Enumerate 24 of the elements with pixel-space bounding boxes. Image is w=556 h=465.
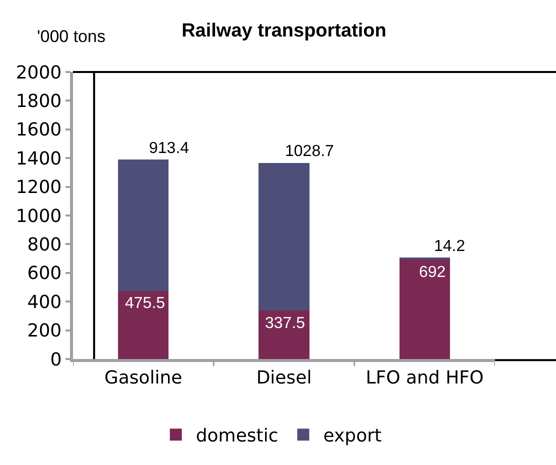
data-label: 475.5: [125, 295, 166, 312]
y-tick-label: 0: [50, 349, 62, 370]
data-label: 913.4: [149, 140, 190, 157]
x-tick-label: Diesel: [256, 367, 312, 388]
legend-label: export: [323, 426, 382, 447]
chart-title: Railway transportation: [182, 20, 386, 42]
y-tick-label: 1200: [16, 177, 62, 198]
y-tick-label: 800: [27, 234, 62, 256]
y-tick-label: 1800: [16, 91, 62, 112]
y-tick-label: 2000: [16, 62, 62, 84]
x-tick-label: LFO and HFO: [366, 367, 484, 388]
y-tick-label: 1400: [16, 148, 62, 170]
data-label: 14.2: [434, 238, 466, 255]
legend-label: domestic: [196, 426, 278, 447]
data-label: 1028.7: [285, 143, 334, 160]
y-tick-label: 600: [27, 263, 62, 284]
x-tick-label: Gasoline: [104, 367, 182, 388]
data-label: 337.5: [265, 315, 306, 332]
data-label: 692: [419, 264, 446, 281]
y-axis-title: '000 tons: [37, 27, 106, 46]
y-tick-label: 1600: [16, 120, 62, 141]
y-tick-label: 400: [27, 292, 62, 313]
y-tick-label: 200: [27, 320, 62, 342]
y-tick-label: 1000: [16, 206, 62, 227]
